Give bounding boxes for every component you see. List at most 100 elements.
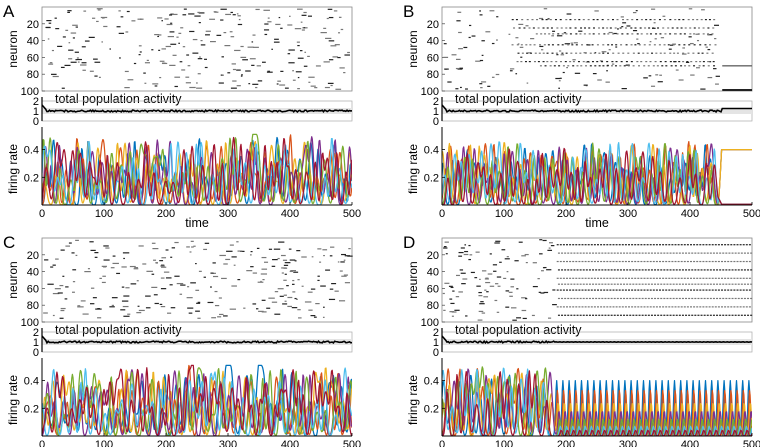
- rate-series: [42, 364, 352, 436]
- activity-ytick-label: 2: [433, 96, 439, 108]
- activity-line: [41, 335, 353, 345]
- activity-plot: total population activity 210: [33, 92, 353, 128]
- rate-series-line: [442, 368, 752, 436]
- rate-xtick-label: 200: [557, 208, 575, 220]
- activity-plot: total population activity 210: [433, 92, 753, 128]
- activity-ytick-label: 0: [33, 347, 39, 359]
- rate-xtick-label: 300: [619, 208, 637, 220]
- raster-spikes: [442, 239, 753, 321]
- rate-series-line: [42, 367, 352, 436]
- raster-plot: 20 40 60 80 100 neuron: [6, 237, 353, 329]
- panel-letter-a: A: [3, 2, 15, 21]
- rate-ytick-label: 0.4: [24, 376, 39, 388]
- activity-line: [441, 104, 752, 114]
- raster-spikes: [43, 239, 353, 319]
- raster-ylabel: neuron: [6, 30, 20, 67]
- rate-xtick-label: 400: [681, 208, 699, 220]
- activity-title: total population activity: [455, 92, 582, 106]
- rate-series: [442, 366, 752, 436]
- rate-xtick-label: 400: [281, 208, 299, 220]
- rate-series-line: [42, 136, 352, 205]
- rate-ytick-label: 0.2: [424, 172, 439, 184]
- rate-xlabel: time: [585, 216, 609, 230]
- activity-line: [441, 335, 753, 345]
- activity-ytick-label: 1: [433, 106, 439, 118]
- raster-frame: [41, 237, 353, 323]
- panel-letter-c: C: [3, 233, 15, 252]
- rate-xtick-label: 300: [619, 439, 637, 447]
- activity-title: total population activity: [455, 323, 582, 337]
- raster-ytick-label: 20: [427, 250, 439, 262]
- activity-ytick-label: 0: [33, 116, 39, 128]
- rate-ytick-label: 0.4: [424, 376, 439, 388]
- raster-ytick-label: 60: [27, 283, 39, 295]
- rate-xtick-label: 200: [157, 208, 175, 220]
- raster-ytick-label: 80: [427, 300, 439, 312]
- rate-series-line: [442, 141, 752, 205]
- raster-ytick-label: 40: [27, 36, 39, 48]
- rate-ylabel: firing rate: [406, 375, 420, 425]
- raster-ytick-label: 60: [427, 283, 439, 295]
- activity-title: total population activity: [55, 323, 182, 337]
- activity-ytick-label: 0: [433, 347, 439, 359]
- rate-xtick-label: 300: [219, 208, 237, 220]
- rate-ylabel: firing rate: [406, 144, 420, 194]
- raster-spikes: [45, 8, 350, 90]
- raster-frame: [41, 6, 353, 92]
- rate-ytick-label: 0.2: [24, 403, 39, 415]
- rate-xtick-label: 0: [439, 208, 445, 220]
- rate-xlabel: time: [185, 216, 209, 230]
- raster-ytick-label: 100: [421, 86, 439, 98]
- activity-ytick-label: 1: [33, 337, 39, 349]
- raster-ytick-label: 20: [27, 19, 39, 31]
- rate-ylabel: firing rate: [6, 375, 20, 425]
- raster-frame: [441, 237, 753, 323]
- raster-ytick-label: 40: [427, 267, 439, 279]
- activity-ytick-label: 1: [433, 337, 439, 349]
- raster-ytick-label: 80: [27, 300, 39, 312]
- raster-ytick-label: 40: [427, 36, 439, 48]
- raster-ytick-label: 100: [21, 86, 39, 98]
- activity-ytick-label: 2: [33, 327, 39, 339]
- rate-series-line: [42, 136, 352, 205]
- raster-plot: 20 40 60 80 100 neuron: [6, 6, 353, 98]
- rate-series-line: [42, 367, 352, 436]
- rate-xtick-label: 400: [281, 439, 299, 447]
- rate-xtick-label: 0: [39, 208, 45, 220]
- rate-xtick-label: 200: [157, 439, 175, 447]
- rate-ytick-label: 0.4: [424, 145, 439, 157]
- rate-xtick-label: 500: [343, 439, 361, 447]
- raster-ylabel: neuron: [6, 261, 20, 298]
- raster-ylabel: neuron: [406, 261, 420, 298]
- rate-xtick-label: 200: [557, 439, 575, 447]
- activity-ytick-label: 2: [433, 327, 439, 339]
- raster-ytick-label: 40: [27, 267, 39, 279]
- panel-letter-d: D: [403, 233, 415, 252]
- rate-series-line: [42, 369, 352, 436]
- raster-ytick-label: 20: [427, 19, 439, 31]
- rate-series-line: [42, 138, 352, 205]
- activity-ytick-label: 2: [33, 96, 39, 108]
- rate-xtick-label: 500: [743, 208, 760, 220]
- rate-plot: 0.4 0.2 0 100 200 300 400 500 time firing rate: [406, 127, 760, 230]
- rate-xtick-label: 500: [343, 208, 361, 220]
- rate-xtick-label: 0: [439, 439, 445, 447]
- activity-line: [41, 104, 353, 114]
- raster-plot: 20 40 60 80 100 neuron: [406, 6, 753, 98]
- rate-ytick-label: 0.2: [424, 403, 439, 415]
- rate-xtick-label: 400: [681, 439, 699, 447]
- raster-spikes: [443, 8, 752, 91]
- rate-xtick-label: 100: [495, 208, 513, 220]
- rate-ylabel: firing rate: [6, 144, 20, 194]
- activity-plot: total population activity 210: [433, 323, 753, 359]
- raster-ylabel: neuron: [406, 30, 420, 67]
- raster-ytick-label: 60: [27, 52, 39, 64]
- rate-xtick-label: 500: [743, 439, 760, 447]
